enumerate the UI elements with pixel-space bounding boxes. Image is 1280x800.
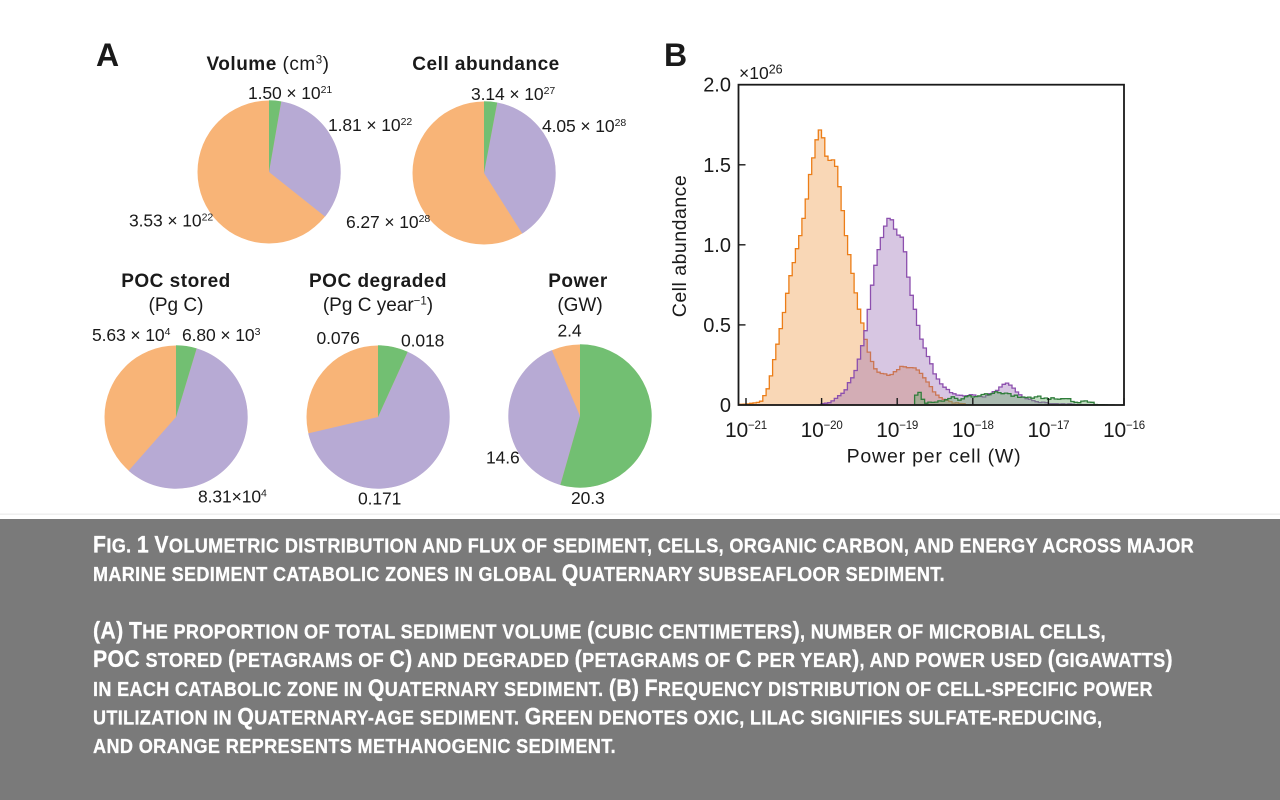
svg-text:FIG. 1 VOLUMETRIC DISTRIBUTION: FIG. 1 VOLUMETRIC DISTRIBUTION AND FLUX …: [93, 530, 1194, 558]
svg-text:1.5: 1.5: [703, 155, 731, 177]
svg-text:1.81 × 1022: 1.81 × 1022: [328, 115, 412, 135]
svg-text:(A) THE PROPORTION OF TOTAL SE: (A) THE PROPORTION OF TOTAL SEDIMENT VOL…: [93, 616, 1106, 644]
svg-text:6.80 × 103: 6.80 × 103: [182, 325, 261, 345]
svg-text:0.5: 0.5: [703, 315, 731, 337]
svg-text:3.53 × 1022: 3.53 × 1022: [129, 211, 213, 231]
svg-text:4.05 × 1028: 4.05 × 1028: [542, 116, 626, 136]
svg-text:(GW): (GW): [557, 295, 602, 316]
svg-text:0.018: 0.018: [401, 331, 444, 351]
svg-text:2.4: 2.4: [558, 321, 582, 341]
svg-text:20.3: 20.3: [571, 488, 605, 508]
svg-text:A: A: [96, 37, 119, 73]
svg-text:0.171: 0.171: [358, 489, 401, 509]
svg-text:IN EACH CATABOLIC ZONE IN QUAT: IN EACH CATABOLIC ZONE IN QUATERNARY SED…: [93, 674, 1153, 702]
svg-text:10−17: 10−17: [1027, 419, 1069, 442]
svg-text:Power per cell (W): Power per cell (W): [847, 446, 1022, 468]
svg-text:6.27 × 1028: 6.27 × 1028: [346, 212, 430, 232]
svg-text:POC degraded: POC degraded: [309, 271, 447, 292]
svg-text:Cell abundance: Cell abundance: [669, 175, 691, 318]
svg-text:1.0: 1.0: [703, 235, 731, 257]
svg-text:14.6: 14.6: [486, 448, 520, 468]
svg-text:5.63 × 104: 5.63 × 104: [92, 325, 171, 345]
svg-text:POC STORED (PETAGRAMS OF C) AN: POC STORED (PETAGRAMS OF C) AND DEGRADED…: [93, 645, 1173, 673]
svg-text:(Pg C): (Pg C): [149, 295, 204, 316]
svg-text:Cell abundance: Cell abundance: [412, 54, 559, 75]
svg-text:Power: Power: [548, 271, 608, 292]
svg-text:0.076: 0.076: [317, 328, 360, 348]
svg-text:2.0: 2.0: [703, 75, 731, 97]
svg-text:10−16: 10−16: [1103, 419, 1145, 442]
svg-text:POC stored: POC stored: [121, 271, 231, 292]
svg-text:×1026: ×1026: [739, 63, 783, 84]
svg-text:0: 0: [720, 395, 731, 417]
svg-text:Volume (cm3): Volume (cm3): [207, 54, 330, 75]
svg-text:10−20: 10−20: [801, 419, 843, 442]
svg-text:AND ORANGE REPRESENTS METHANOG: AND ORANGE REPRESENTS METHANOGENIC SEDIM…: [93, 735, 616, 758]
svg-text:10−21: 10−21: [725, 419, 767, 442]
svg-text:MARINE SEDIMENT CATABOLIC ZONE: MARINE SEDIMENT CATABOLIC ZONES IN GLOBA…: [93, 559, 945, 587]
svg-text:B: B: [664, 37, 687, 73]
svg-text:UTILIZATION IN QUATERNARY-AGE: UTILIZATION IN QUATERNARY-AGE SEDIMENT. …: [93, 702, 1103, 730]
svg-text:1.50 × 1021: 1.50 × 1021: [248, 83, 332, 103]
svg-text:3.14 × 1027: 3.14 × 1027: [471, 84, 555, 104]
svg-text:10−18: 10−18: [952, 419, 994, 442]
svg-text:10−19: 10−19: [876, 419, 918, 442]
svg-text:(Pg C year−1): (Pg C year−1): [323, 295, 433, 316]
svg-text:8.31×104: 8.31×104: [198, 487, 267, 507]
